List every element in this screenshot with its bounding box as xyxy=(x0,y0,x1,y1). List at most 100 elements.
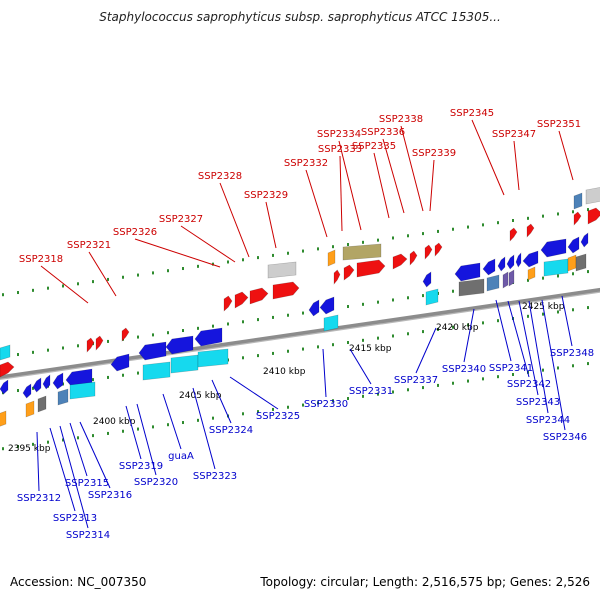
accession-label: Accession: NC_007350 xyxy=(10,575,147,589)
lower-label-leader xyxy=(229,376,279,410)
lower-gene-label: SSP2315 xyxy=(65,478,109,489)
lower-tick-track-dot xyxy=(197,418,199,422)
gene-feature xyxy=(573,192,583,210)
upper-gene-label: SSP2318 xyxy=(19,254,63,265)
upper-label-leader xyxy=(373,152,390,219)
upper-gene-label: SSP2326 xyxy=(113,227,157,238)
upper-tick-track-dot xyxy=(542,276,544,280)
lower-tick-track-dot xyxy=(287,405,289,409)
lower-tick-track-dot xyxy=(17,445,19,449)
upper-tick-track-dot xyxy=(422,232,424,236)
gene-feature xyxy=(434,242,443,257)
upper-tick-track-dot xyxy=(17,353,19,357)
lower-tick-track-dot xyxy=(527,314,529,318)
lower-tick-track-dot xyxy=(2,447,4,451)
lower-tick-track-dot xyxy=(512,373,514,377)
upper-tick-track-dot xyxy=(407,296,409,300)
lower-gene-label: SSP2316 xyxy=(88,490,132,501)
lower-label-leader xyxy=(495,299,512,362)
lower-gene-label: SSP2331 xyxy=(349,386,393,397)
backbone-line xyxy=(0,287,600,379)
lower-gene-label: SSP2340 xyxy=(442,364,486,375)
lower-tick-track-dot xyxy=(317,345,319,349)
gene-feature xyxy=(573,211,582,226)
lower-tick-track-dot xyxy=(107,375,109,379)
lower-label-leader xyxy=(349,348,372,385)
gene-feature xyxy=(356,259,386,278)
lower-label-leader xyxy=(59,425,89,529)
gene-feature xyxy=(32,377,42,393)
lower-tick-track-dot xyxy=(137,427,139,431)
scale-label: 2400 kbp xyxy=(93,417,136,427)
lower-tick-track-dot xyxy=(392,390,394,394)
map-title: Staphylococcus saprophyticus subsp. sapr… xyxy=(99,10,501,24)
upper-label-leader xyxy=(305,169,328,238)
lower-tick-track-dot xyxy=(452,325,454,329)
upper-tick-track-dot xyxy=(347,305,349,309)
lower-label-leader xyxy=(463,308,475,363)
lower-tick-track-dot xyxy=(587,306,589,310)
upper-tick-track-dot xyxy=(497,221,499,225)
gene-feature xyxy=(249,287,269,305)
lower-tick-track-dot xyxy=(422,386,424,390)
upper-gene-label: SSP2345 xyxy=(450,108,494,119)
gene-feature xyxy=(323,314,339,332)
lower-tick-track-dot xyxy=(482,321,484,325)
gene-feature xyxy=(580,232,589,248)
upper-tick-track-dot xyxy=(62,346,64,350)
lower-tick-track-dot xyxy=(407,388,409,392)
upper-label-leader xyxy=(265,201,277,249)
lower-label-leader xyxy=(415,327,437,374)
gene-feature xyxy=(342,243,382,261)
lower-tick-track-dot xyxy=(467,323,469,327)
upper-tick-track-dot xyxy=(572,272,574,276)
scale-label: 2395 kbp xyxy=(8,444,51,454)
upper-tick-track-dot xyxy=(107,339,109,343)
upper-label-leader xyxy=(219,182,250,258)
upper-tick-track-dot xyxy=(227,260,229,264)
lower-label-leader xyxy=(507,300,530,378)
lower-tick-track-dot xyxy=(377,336,379,340)
upper-tick-track-dot xyxy=(182,267,184,271)
upper-tick-track-dot xyxy=(422,294,424,298)
lower-tick-track-dot xyxy=(167,423,169,427)
upper-tick-track-dot xyxy=(467,225,469,229)
lower-tick-track-dot xyxy=(272,351,274,355)
lower-gene-label: SSP2323 xyxy=(193,471,237,482)
upper-tick-track-dot xyxy=(122,275,124,279)
lower-gene-label: SSP2325 xyxy=(256,411,300,422)
gene-feature xyxy=(508,269,515,287)
upper-tick-track-dot xyxy=(587,270,589,274)
upper-label-leader xyxy=(382,138,405,214)
gene-feature xyxy=(422,271,432,288)
upper-tick-track-dot xyxy=(407,234,409,238)
gene-feature xyxy=(502,271,509,289)
upper-gene-label: SSP2332 xyxy=(284,158,328,169)
upper-gene-label: SSP2321 xyxy=(67,240,111,251)
lower-label-leader xyxy=(528,300,549,414)
lower-label-leader xyxy=(541,299,566,431)
gene-feature xyxy=(95,335,104,351)
upper-tick-track-dot xyxy=(242,258,244,262)
gene-feature xyxy=(142,361,171,381)
gene-feature xyxy=(121,327,130,342)
lower-tick-track-dot xyxy=(542,368,544,372)
lower-tick-track-dot xyxy=(452,381,454,385)
upper-tick-track-dot xyxy=(272,315,274,319)
lower-tick-track-dot xyxy=(332,399,334,403)
lower-tick-track-dot xyxy=(92,378,94,382)
lower-tick-track-dot xyxy=(572,364,574,368)
upper-tick-track-dot xyxy=(77,282,79,286)
upper-tick-track-dot xyxy=(452,227,454,231)
lower-tick-track-dot xyxy=(347,341,349,345)
upper-tick-track-dot xyxy=(257,256,259,260)
gene-feature xyxy=(22,383,32,399)
upper-label-leader xyxy=(338,140,362,231)
upper-tick-track-dot xyxy=(47,286,49,290)
upper-tick-track-dot xyxy=(347,243,349,247)
lower-gene-label: guaA xyxy=(168,451,194,462)
upper-tick-track-dot xyxy=(527,216,529,220)
upper-tick-track-dot xyxy=(32,288,34,292)
lower-gene-label: SSP2319 xyxy=(119,461,163,472)
